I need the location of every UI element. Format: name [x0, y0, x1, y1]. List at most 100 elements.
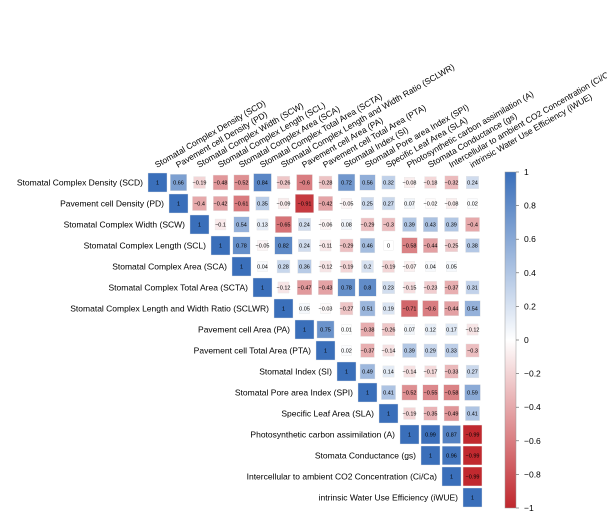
heatmap-cell-square — [274, 236, 293, 255]
heatmap-cell-value: 0.78 — [341, 286, 352, 292]
heatmap-cell-value: −0.15 — [403, 286, 417, 292]
heatmap-cell: 0.49 — [359, 363, 376, 380]
heatmap-cell-value: 0.27 — [383, 202, 394, 208]
heatmap-cell-value: 0.51 — [362, 307, 373, 313]
heatmap-cell-value: 0.25 — [362, 202, 373, 208]
heatmap-cell: 0.43 — [423, 217, 438, 232]
heatmap-cell-value: 0.87 — [446, 433, 457, 439]
heatmap-cell-value: −0.37 — [361, 349, 375, 355]
heatmap-cell: −0.19 — [382, 260, 395, 273]
heatmap-cell-value: 0.43 — [425, 223, 436, 229]
heatmap-cell-value: 0.8 — [364, 286, 372, 292]
heatmap-cell-square — [320, 219, 331, 230]
colorbar-tick-label: −0.8 — [524, 469, 541, 479]
heatmap-cell-square — [381, 196, 396, 211]
heatmap-cell-square — [462, 466, 483, 487]
heatmap-cell: −0.27 — [339, 301, 354, 316]
heatmap-cell: 0.24 — [298, 239, 311, 252]
heatmap-cell: 0.66 — [170, 174, 187, 191]
heatmap-cell: −0.15 — [403, 281, 417, 294]
heatmap-cell-value: −0.07 — [403, 265, 417, 271]
heatmap-cell-value: −0.1 — [215, 223, 226, 229]
heatmap-cell-square — [462, 445, 483, 466]
heatmap-cell-value: 0.07 — [404, 328, 415, 334]
heatmap-cell-square — [381, 322, 396, 337]
heatmap-cell-value: −0.03 — [319, 307, 333, 313]
heatmap-cell-square — [341, 324, 352, 335]
heatmap-cell: −0.12 — [319, 260, 332, 273]
heatmap-cell-square — [462, 487, 483, 508]
heatmap-cell: −0.08 — [403, 177, 417, 188]
heatmap-cell-value: 0.41 — [383, 391, 394, 397]
heatmap-cell: 1 — [399, 424, 420, 445]
heatmap-cell: 0.87 — [442, 425, 461, 444]
heatmap-cell: 1 — [294, 319, 315, 340]
heatmap-cell-value: −0.28 — [319, 181, 333, 187]
row-label: Specific Leaf Area (SLA) — [281, 409, 374, 419]
heatmap-cell: −0.32 — [445, 175, 458, 190]
heatmap-cell-square — [444, 364, 459, 379]
heatmap-cell-square — [443, 384, 460, 401]
heatmap-cell-value: −0.71 — [403, 307, 417, 313]
heatmap-cell-value: −0.12 — [277, 286, 291, 292]
heatmap-cell-value: −0.05 — [256, 244, 270, 250]
row-label: Photosynthetic carbon assimilation (A) — [250, 430, 395, 440]
heatmap-cell-value: −0.48 — [214, 181, 228, 187]
heatmap-cell-square — [359, 237, 376, 254]
heatmap-cell: 0.84 — [253, 173, 272, 192]
heatmap-cell: 0.33 — [444, 343, 459, 358]
heatmap-cell-value: 0.31 — [467, 286, 478, 292]
heatmap-cell-value: 1 — [303, 328, 306, 334]
heatmap-cell-square — [341, 345, 352, 356]
heatmap-cell-square — [339, 301, 354, 316]
heatmap-cell-value: 0.96 — [446, 454, 457, 460]
heatmap-cell: 1 — [231, 256, 252, 277]
heatmap-cell-square — [277, 281, 290, 294]
heatmap-cell-square — [233, 195, 250, 212]
heatmap-cell-value: −0.99 — [466, 454, 480, 460]
heatmap-cell: 0.41 — [465, 406, 480, 421]
heatmap-cell-square — [382, 344, 395, 357]
heatmap-cell: 0.46 — [359, 237, 376, 254]
row-label: Pavement cell Density (PD) — [60, 199, 164, 209]
heatmap-cell: −0.37 — [360, 343, 375, 358]
heatmap-cell-square — [256, 218, 269, 231]
heatmap-cell-value: −0.08 — [403, 181, 417, 187]
heatmap-cell-square — [357, 382, 378, 403]
heatmap-cell-square — [402, 343, 417, 358]
heatmap-cell: −0.06 — [319, 219, 332, 230]
heatmap-cell: −0.33 — [444, 364, 459, 379]
heatmap-cell: −0.99 — [462, 424, 483, 445]
heatmap-cell: −0.99 — [462, 466, 483, 487]
heatmap-cell: −0.05 — [256, 240, 270, 251]
heatmap-cell-value: 1 — [261, 286, 264, 292]
heatmap-cell-value: −0.6 — [425, 307, 436, 313]
heatmap-cell: 0.01 — [341, 324, 352, 335]
heatmap-cell-value: 1 — [345, 370, 348, 376]
heatmap-cell-square — [467, 198, 478, 209]
heatmap-cell: −0.29 — [361, 217, 375, 232]
heatmap-cell-value: 0.02 — [467, 202, 478, 208]
colorbar-tick-label: −1 — [524, 503, 534, 513]
row-label: Pavement cell Area (PA) — [198, 325, 290, 335]
heatmap-cell: 0.31 — [465, 280, 480, 295]
heatmap-cell-square — [316, 320, 335, 339]
heatmap-cell: −0.58 — [443, 384, 460, 401]
heatmap-cell-value: 0.35 — [257, 202, 268, 208]
heatmap-cell-value: −0.42 — [214, 202, 228, 208]
heatmap-cell: −0.71 — [400, 299, 419, 318]
heatmap-cell-square — [422, 384, 439, 401]
heatmap-cell-square — [168, 193, 189, 214]
heatmap-cell-value: −0.58 — [403, 244, 417, 250]
heatmap-cell-square — [445, 323, 458, 336]
heatmap-cell: 1 — [210, 235, 231, 256]
row-labels: Stomatal Complex Density (SCD) Pavement c… — [17, 178, 458, 503]
heatmap-cell-square — [382, 302, 395, 315]
heatmap-cell: −0.91 — [295, 194, 314, 213]
row-label: Stomatal Complex Density (SCD) — [17, 178, 143, 188]
heatmap-cell: 1 — [357, 382, 378, 403]
heatmap-cell: 0.27 — [465, 364, 480, 379]
colorbar-tick-label: 1 — [524, 167, 529, 177]
heatmap-cell-value: 1 — [324, 349, 327, 355]
heatmap-cell-value: −0.29 — [361, 223, 375, 229]
